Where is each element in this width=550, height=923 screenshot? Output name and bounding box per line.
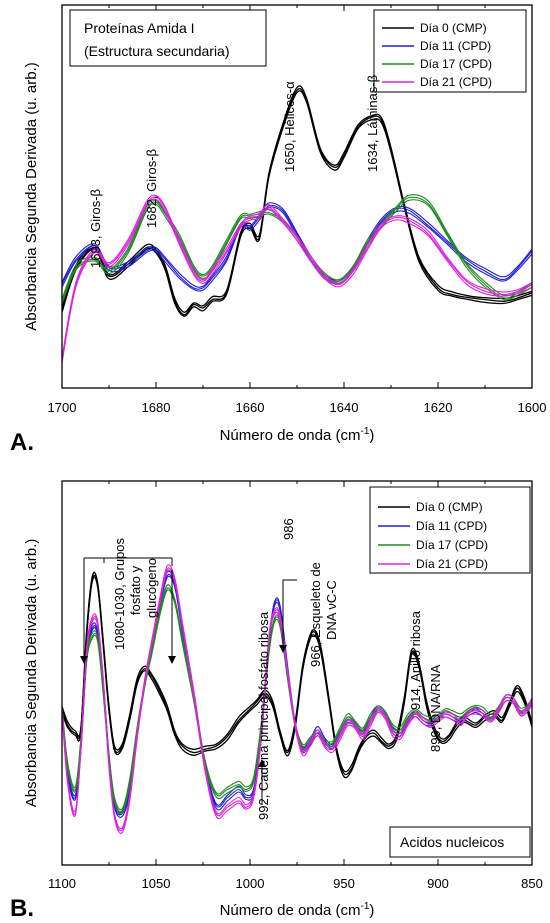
x-tick-label: 1050 <box>142 876 171 891</box>
annotation-label: glucógeno <box>144 558 159 618</box>
x-axis-title-main: Número de onda (cm <box>220 902 361 919</box>
arrow-line <box>282 579 297 650</box>
legend-label: Día 0 (CMP) <box>416 500 483 514</box>
series-line-3-rep0 <box>62 194 532 358</box>
arrow-head <box>279 645 287 653</box>
x-axis-title-sup: -1 <box>361 901 370 912</box>
chart-panel-a: 1700 1680 1660 1640 1620 1600 Número de onda (… <box>10 4 547 456</box>
series-group <box>62 564 532 834</box>
annotation-label: 1650, Hélices-α <box>282 81 297 172</box>
y-axis-title: Absorbancia Segunda Derivada (u. arb.) <box>23 62 40 331</box>
series-line-3-rep2 <box>62 198 532 363</box>
series-line-2-rep0 <box>62 194 532 300</box>
annotation-label: 1080-1030, Grupos <box>112 537 127 650</box>
legend-label: Día 17 (CPD) <box>416 538 488 552</box>
title-box-line: (Estructura secundaria) <box>84 43 230 59</box>
series-line-1-rep0 <box>62 202 532 288</box>
title-box <box>69 9 267 67</box>
annotation-label: 1682, Giros-β <box>144 149 159 228</box>
legend-label: Día 21 (CPD) <box>420 75 492 89</box>
x-tick-label: 1640 <box>330 400 359 415</box>
annotation-label: DNA νC-C <box>324 580 339 640</box>
annotation-label: 1693, Giros-β <box>88 189 103 268</box>
annotation-label: 914, Anillo ribosa <box>408 610 423 710</box>
series-group <box>62 85 532 363</box>
series-line-1-rep2 <box>62 206 532 292</box>
series-line-2-rep1 <box>62 196 532 302</box>
x-axis-title-end: ) <box>369 427 374 444</box>
legend-label: Día 0 (CMP) <box>420 21 487 35</box>
annotation-label: 966, Esqueleto de <box>308 562 323 667</box>
series-line-0-rep1 <box>62 87 532 316</box>
x-tick-label: 1100 <box>48 876 76 891</box>
x-axis-title-main: Número de onda (cm <box>220 427 361 444</box>
series-line-1-rep1 <box>62 204 532 290</box>
x-axis-title-end: ) <box>369 902 374 919</box>
x-tick-label: 1700 <box>48 400 77 415</box>
x-tick-label: 900 <box>427 876 449 891</box>
annotation-label: 992, Cadena principal fosfato ribosa <box>256 611 271 820</box>
title-box-line: Acidos nucleicos <box>400 834 504 850</box>
series-line-2-rep2 <box>62 199 532 305</box>
legend-label: Día 21 (CPD) <box>416 557 488 571</box>
x-axis-title-sup: -1 <box>361 426 370 437</box>
title-box <box>389 826 531 858</box>
arrow-head <box>258 759 266 767</box>
annotation-label: 986 <box>281 518 296 540</box>
legend-box <box>373 9 527 93</box>
series-line-0-rep2 <box>62 576 532 779</box>
annotation-label: 899, DNA/RNA <box>428 664 443 752</box>
x-tick-label: 850 <box>521 876 543 891</box>
x-tick-label: 1660 <box>236 400 265 415</box>
legend-label: Día 17 (CPD) <box>420 57 492 71</box>
chart-panel-b: 1100 1050 1000 950 900 850 Número de onda (cm-… <box>10 480 543 922</box>
legend-label: Día 11 (CPD) <box>416 519 487 533</box>
series-line-3-rep2 <box>62 569 532 834</box>
x-axis-title: Número de onda (cm-1) <box>220 901 375 919</box>
x-tick-label: 950 <box>333 876 355 891</box>
x-tick-label: 1600 <box>518 400 547 415</box>
x-tick-label: 1620 <box>424 400 453 415</box>
series-line-0-rep2 <box>62 90 532 317</box>
x-tick-label: 1680 <box>142 400 171 415</box>
panel-letter: B. <box>10 895 34 922</box>
title-box-line: Proteínas Amida I <box>84 20 195 36</box>
x-tick-label: 1000 <box>236 876 265 891</box>
legend-label: Día 11 (CPD) <box>420 39 491 53</box>
y-axis-title: Absorbancia Segunda Derivada (u. arb.) <box>23 539 40 808</box>
bracket-line <box>83 557 173 662</box>
legend-box <box>369 486 531 574</box>
annotation-label: 1634, Láminas-β <box>365 75 380 172</box>
series-line-3-rep1 <box>62 196 532 360</box>
x-axis-title: Número de onda (cm-1) <box>220 426 375 444</box>
panel-letter: A. <box>10 429 34 456</box>
arrow-head <box>80 656 176 664</box>
annotation-label: fosfato y <box>128 565 143 615</box>
